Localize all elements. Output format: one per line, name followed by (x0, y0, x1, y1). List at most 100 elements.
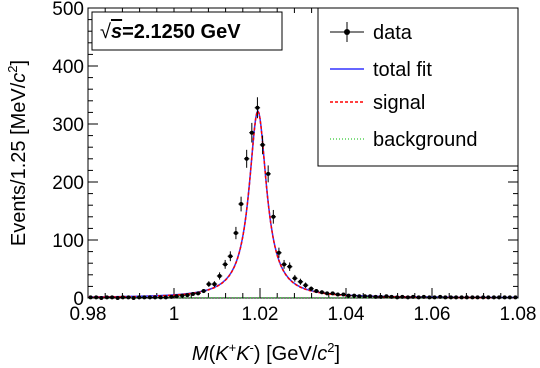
data-point (109, 295, 115, 300)
data-marker (147, 295, 152, 300)
energy-label-frame (91, 11, 283, 51)
data-point (243, 149, 250, 168)
data-marker (271, 214, 276, 219)
y-tick-labels: 0 100 200 300 400 500 (52, 0, 84, 310)
data-point (297, 278, 304, 285)
y-tick-label: 200 (52, 173, 84, 194)
energy-label-s: s (111, 21, 122, 43)
x-axis-title-var: M (192, 343, 209, 365)
data-marker (357, 294, 362, 299)
data-point (329, 291, 336, 296)
data-marker (94, 295, 99, 300)
data-point (216, 272, 223, 280)
data-point (249, 122, 255, 143)
data-point (485, 295, 492, 300)
data-point (281, 259, 287, 269)
data-point (222, 259, 228, 269)
data-point (233, 226, 239, 240)
data-marker (88, 295, 93, 300)
data-point (319, 290, 325, 295)
data-point (313, 289, 320, 294)
data-point (335, 292, 341, 297)
x-tick-label: 1 (169, 304, 180, 325)
data-point (491, 295, 497, 300)
data-marker (464, 295, 469, 300)
data-point (270, 209, 277, 224)
data-point (431, 295, 438, 300)
x-axis-title-sup-minus: - (250, 340, 254, 355)
data-point (276, 247, 282, 258)
data-marker (411, 294, 416, 299)
legend-item-signal: signal (330, 92, 425, 114)
legend-label-background: background (373, 129, 478, 151)
data-point (383, 294, 390, 299)
data-marker (201, 289, 206, 294)
data-marker (223, 262, 228, 267)
data-points (87, 97, 519, 300)
energy-label-box: √s=2.1250 GeV (91, 11, 283, 51)
data-marker (448, 295, 453, 300)
data-marker (158, 295, 163, 300)
data-marker (416, 295, 421, 300)
data-marker (427, 295, 432, 300)
data-marker (153, 295, 158, 300)
data-marker (502, 295, 507, 300)
data-point (512, 295, 519, 300)
data-marker (174, 294, 179, 299)
data-marker (378, 294, 383, 299)
x-axis-title-end: ] (335, 343, 341, 365)
data-marker (335, 292, 340, 297)
data-point (227, 251, 234, 262)
data-point (351, 293, 357, 298)
data-point (448, 295, 454, 300)
energy-label: √s=2.1250 GeV (100, 21, 241, 43)
data-point (356, 294, 363, 299)
data-point (480, 295, 486, 300)
data-marker (507, 295, 512, 300)
data-marker (255, 105, 260, 110)
x-tick-label: 1.02 (242, 304, 279, 325)
data-marker (352, 293, 357, 298)
data-marker (282, 262, 287, 267)
x-axis-title-open: ( (209, 343, 216, 365)
data-marker (325, 291, 330, 296)
legend-item-data: data (330, 22, 413, 44)
data-marker (260, 142, 265, 147)
legend-marker (344, 29, 350, 35)
data-marker (163, 295, 168, 300)
data-marker (303, 283, 308, 288)
data-marker (131, 296, 136, 300)
data-point (324, 291, 330, 296)
legend-item-background: background (330, 129, 478, 151)
data-point (206, 281, 212, 287)
data-marker (341, 292, 346, 297)
y-axis-title-c: c (8, 73, 30, 83)
data-marker (217, 273, 222, 278)
x-axis-title-k2: K (236, 343, 251, 365)
data-marker (405, 295, 410, 300)
data-marker (389, 294, 394, 299)
data-point (410, 294, 416, 299)
data-point (168, 294, 175, 299)
data-point (259, 135, 266, 155)
data-point (496, 295, 502, 300)
data-point (340, 292, 347, 297)
legend-label-data: data (373, 22, 413, 44)
data-point (125, 295, 132, 300)
data-point (426, 295, 433, 300)
x-tick-label: 1.06 (414, 304, 451, 325)
data-marker (362, 294, 367, 299)
y-axis-title-end: ] (8, 60, 30, 66)
data-marker (104, 295, 109, 300)
x-axis-title: M(K+K-) [GeV/c2] (192, 340, 340, 365)
data-marker (330, 291, 335, 296)
data-marker (395, 295, 400, 300)
data-point (141, 295, 148, 300)
data-point (388, 294, 395, 299)
x-tick-label: 0.98 (70, 304, 107, 325)
data-marker (421, 294, 426, 299)
data-marker (110, 295, 115, 300)
data-marker (276, 250, 281, 255)
data-marker (169, 294, 174, 299)
